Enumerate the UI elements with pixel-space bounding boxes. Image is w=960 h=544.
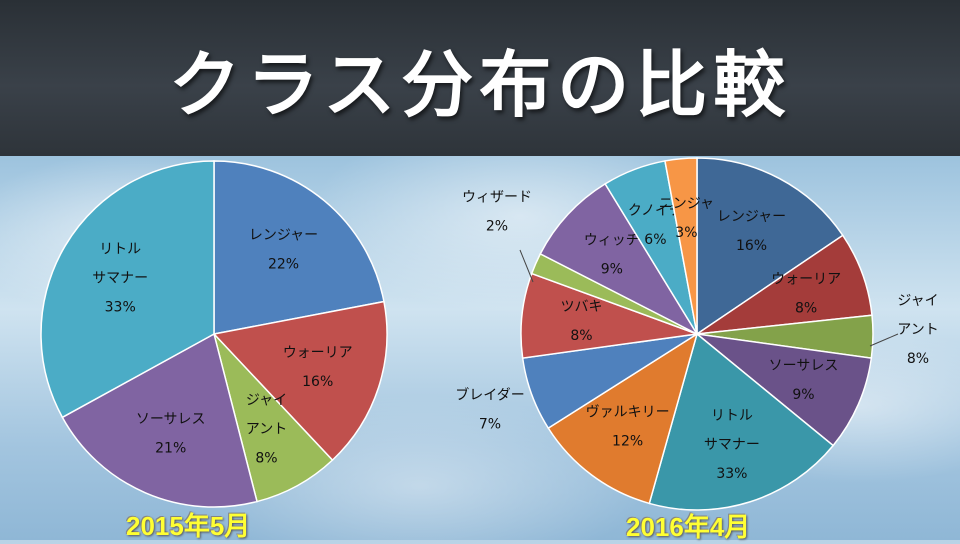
slice-name-label: ジャイ	[246, 393, 287, 409]
slice-percent-label: 21%	[155, 441, 186, 457]
slice-name-label: ヴァルキリー	[586, 404, 670, 421]
slice-percent-label: 8%	[255, 451, 277, 467]
slice-percent-label: 16%	[302, 374, 333, 390]
title-bar	[0, 0, 960, 156]
pie-slice	[539, 182, 700, 336]
slice-percent-label: 16%	[736, 238, 767, 254]
slice-name-label: クノイチ	[628, 203, 683, 219]
leader-line	[869, 333, 899, 347]
slice-percent-label: 8%	[795, 301, 817, 317]
slice-percent-label: 9%	[601, 262, 623, 278]
slice-name-label: レンジャー	[717, 209, 786, 225]
slice-percent-label: 33%	[716, 466, 747, 482]
slice-name-label: サマナー	[704, 437, 760, 453]
slice-percent-label: 8%	[907, 351, 929, 367]
slice-name-label: サマナー	[92, 271, 148, 287]
pie-slice	[212, 300, 388, 462]
slice-name-label: リトル	[711, 408, 753, 424]
slice-name-label: ウィッチ	[584, 233, 640, 249]
pie-slice	[696, 157, 844, 336]
slice-name-label: ウォーリア	[283, 345, 353, 361]
slice-name-label: アント	[246, 422, 287, 438]
slice-name-label: ジャイ	[897, 293, 938, 309]
slice-percent-label: 12%	[612, 434, 643, 450]
slice-name-label: レンジャー	[249, 228, 318, 244]
slice-name-label: アント	[897, 322, 938, 338]
slice-percent-label: 6%	[644, 232, 666, 248]
chart2-date-label: 2016年4月	[626, 512, 751, 542]
pie-slice	[40, 160, 215, 419]
page-title: クラス分布の比較	[168, 42, 792, 127]
pie-slice	[694, 332, 873, 447]
slice-percent-label: 3%	[675, 225, 697, 241]
slice-name-label: ソーサレス	[136, 412, 206, 428]
slice-name-label: ソーサレス	[769, 358, 839, 374]
slice-percent-label: 2%	[486, 219, 508, 235]
pie-slice	[61, 332, 258, 508]
slice-name-label: ツバキ	[561, 299, 603, 315]
chart1-date-label: 2015年5月	[126, 511, 251, 541]
pie-slice	[664, 157, 698, 335]
leader-line	[519, 249, 534, 283]
pie-slice	[648, 332, 835, 511]
slice-name-label: ウィザード	[462, 190, 532, 206]
slice-name-label: リトル	[99, 242, 141, 258]
slice-percent-label: 7%	[479, 417, 501, 433]
slice-percent-label: 9%	[792, 387, 814, 403]
slice-percent-label: 33%	[105, 300, 136, 316]
pie-slice	[213, 160, 385, 335]
slice-percent-label: 22%	[268, 257, 299, 273]
slice-name-label: ブレイダー	[455, 387, 524, 404]
slice-name-label: ウォーリア	[771, 272, 841, 288]
slice-name-label: ニンジャ	[659, 196, 714, 212]
slice-percent-label: 8%	[570, 328, 592, 344]
pie-slice	[547, 332, 699, 505]
